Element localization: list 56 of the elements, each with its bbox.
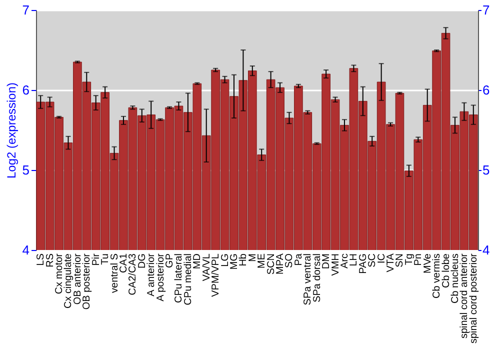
- x-tick-label: SPa dorsal: [312, 254, 323, 302]
- x-tick-label: SCN: [266, 254, 277, 275]
- x-tick-label: Pa: [293, 253, 304, 266]
- x-tick-label: SC: [367, 254, 378, 268]
- x-tick-label: spinal cord posterior: [468, 252, 480, 344]
- x-tick-label: Pir: [90, 252, 102, 266]
- x-tick-label: SN: [394, 254, 406, 268]
- x-tick-label: Cx cingulate: [63, 253, 74, 309]
- x-tick-label: A anterior: [146, 252, 158, 296]
- x-tick-label: OB posterior: [82, 252, 93, 310]
- x-tick-label: spinal cord anterior: [459, 252, 470, 339]
- x-tick-label: MVe: [422, 253, 434, 274]
- x-tick-label: IC: [376, 254, 388, 264]
- x-tick-label: Pn: [413, 254, 424, 266]
- y2-tick-label: 6: [482, 82, 490, 98]
- x-tick-label: SPa ventral: [302, 254, 314, 306]
- y-tick-label: 7: [22, 2, 30, 18]
- y-tick-label: 5: [22, 162, 30, 178]
- x-tick-label: PAG: [358, 253, 369, 274]
- y-axis-title: Log2 (expression): [4, 82, 18, 179]
- x-tick-label: Tu: [100, 254, 112, 265]
- x-tick-label: GP: [164, 253, 176, 268]
- x-tick-label: MG: [228, 253, 240, 270]
- x-tick-label: LS: [36, 253, 47, 266]
- x-tick-label: LH: [348, 254, 360, 266]
- x-tick-label: MD: [192, 254, 204, 270]
- x-tick-label: DG: [136, 253, 148, 268]
- x-tick-label: VPM/VPL: [210, 253, 222, 297]
- x-tick-label: MPA: [275, 253, 286, 274]
- y-tick-label: 4: [22, 242, 30, 258]
- x-tick-label: SO: [284, 253, 296, 268]
- y-tick-label: 6: [22, 82, 30, 98]
- x-tick-label: DM: [321, 254, 332, 270]
- x-tick-label: Cb nucleus: [450, 254, 461, 304]
- x-tick-label: Cb lobe: [440, 253, 452, 288]
- x-tick-label: M: [247, 254, 258, 262]
- x-tick-label: A posterior: [155, 252, 166, 302]
- x-tick-label: CPu lateral: [174, 254, 185, 303]
- x-tick-label: CA2/CA3: [128, 253, 139, 296]
- x-tick-label: Hb: [238, 253, 250, 266]
- x-tick-label: VA/VL: [201, 253, 212, 282]
- x-tick-label: ME: [256, 253, 268, 268]
- x-tick-label: LG: [220, 253, 231, 267]
- x-tick-label: OB anterior: [72, 252, 84, 305]
- x-tick-label: VTA: [386, 253, 397, 272]
- y2-tick-label: 5: [482, 162, 490, 178]
- x-tick-label: RS: [44, 253, 56, 268]
- x-tick-label: Arc: [339, 254, 350, 268]
- x-tick-label: VMH: [330, 254, 342, 276]
- y2-tick-label: 4: [482, 242, 490, 258]
- x-tick-label: Tg: [404, 254, 415, 266]
- x-tick-label: CPu medial: [182, 254, 194, 306]
- x-tick-label: CA1: [118, 253, 130, 273]
- y2-tick-label: 7: [482, 2, 490, 18]
- x-tick-label: Cb vermis: [432, 254, 443, 299]
- x-tick-label: ventral S: [109, 253, 120, 293]
